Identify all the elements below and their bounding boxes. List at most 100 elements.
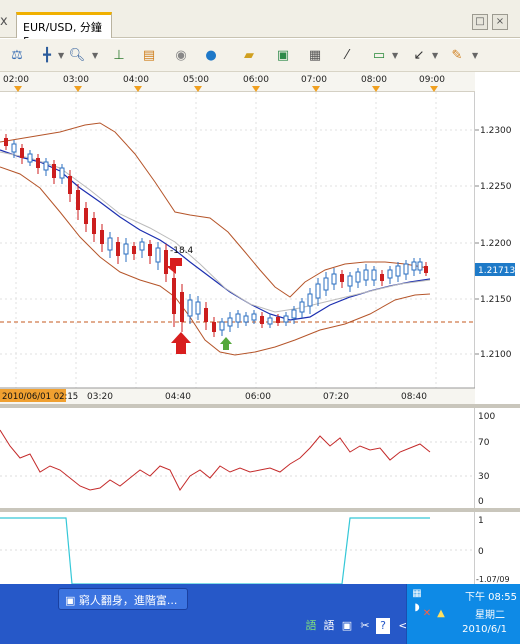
scale-icon[interactable]: ⚖ — [11, 48, 23, 63]
current-price-badge — [475, 263, 515, 276]
volume-icon[interactable]: ◗ — [414, 602, 420, 613]
time-label: 05:00 — [183, 75, 209, 85]
lower-tick-label: -1.07/09 — [476, 575, 510, 584]
line-tool-icon[interactable]: ⁄ — [345, 48, 349, 63]
input-method-icon[interactable]: 語 — [323, 619, 335, 632]
oscillator-tick-label: 70 — [478, 438, 490, 448]
buy-arrow-icon — [220, 337, 232, 350]
session-marker-icon — [194, 86, 202, 92]
chart-tab[interactable]: EUR/USD, 分鐘5 — [16, 12, 112, 48]
start-time-badge — [0, 389, 66, 402]
price-tick-label: 1.2200 — [480, 239, 512, 249]
price-tick-label: 1.2100 — [480, 350, 512, 360]
signal-value-label: -18.4 — [170, 246, 194, 256]
session-marker-icon — [252, 86, 260, 92]
taskbar-window-button[interactable]: ▣ 窮人翻身，進階富... — [58, 588, 188, 610]
oscillator-tick-label: 30 — [478, 472, 490, 482]
trend-icon[interactable]: ↙ — [413, 48, 425, 63]
chevron-down-icon[interactable]: ▼ — [472, 51, 479, 60]
oscillator-tick-label: 0 — [478, 497, 484, 507]
warning-icon[interactable]: ▲ — [437, 608, 445, 619]
chevron-down-icon[interactable]: ▼ — [58, 51, 65, 60]
session-marker-icon — [14, 86, 22, 92]
close-tab-icon[interactable]: x — [0, 14, 8, 29]
help-icon[interactable]: ? — [376, 618, 390, 634]
price-tick-label: 1.2150 — [480, 295, 512, 305]
pen-icon[interactable]: ✎ — [451, 48, 463, 63]
chevron-down-icon[interactable]: ▼ — [92, 51, 99, 60]
current-price-label: 1.21713 — [478, 266, 515, 276]
time-label: 07:00 — [301, 75, 327, 85]
session-marker-icon — [430, 86, 438, 92]
time-label: 06:00 — [245, 392, 271, 402]
bollinger-upper-line — [0, 122, 429, 298]
lower-tick-label: 1 — [478, 516, 484, 526]
taskbar-window-label: 窮人翻身，進階富... — [78, 594, 178, 607]
session-marker-icon — [312, 86, 320, 92]
restore-window-button[interactable]: □ — [472, 14, 488, 30]
time-label: 02:00 — [3, 75, 29, 85]
chevron-down-icon[interactable]: ▼ — [432, 51, 439, 60]
oscillator-panel[interactable]: 100 70 30 0 — [0, 408, 520, 508]
network-icon[interactable]: ▦ — [412, 588, 422, 599]
zoom-icon[interactable]: 🔍︎ — [68, 48, 86, 63]
panel-splitter[interactable] — [0, 508, 520, 512]
session-marker-icon — [134, 86, 142, 92]
oscillator-grid — [0, 441, 475, 477]
print-icon[interactable]: ▦ — [308, 48, 322, 63]
indicator-icon[interactable]: ⊥ — [113, 48, 125, 63]
template-icon[interactable]: ▤ — [142, 48, 156, 63]
tray-expand-icon[interactable]: < — [398, 619, 408, 632]
price-chart[interactable]: -18.4 1.2300 1.2250 1.2200 1.2150 1.2100… — [0, 92, 520, 404]
time-label: 04:40 — [165, 392, 191, 402]
tool-icon[interactable]: ✂ — [360, 619, 370, 632]
system-tray: ▦ ◗ ✕ ▲ 下午 08:55 星期二 2010/6/1 — [406, 584, 520, 644]
panel-splitter[interactable] — [0, 404, 520, 408]
lower-indicator-panel[interactable]: 1 0 -1.07/09 — [0, 512, 520, 584]
chart-grid — [0, 92, 475, 388]
start-time-label: 2010/06/01 02:15 — [2, 392, 78, 402]
time-label: 06:00 — [243, 75, 269, 85]
middle-band-line — [0, 151, 431, 313]
language-icon[interactable]: 語 — [305, 619, 317, 632]
close-window-button[interactable]: × — [492, 14, 508, 30]
chevron-down-icon[interactable]: ▼ — [392, 51, 399, 60]
chart-toolbar: ⚖ ╋ ▼ 🔍︎ ▼ ⊥ ▤ ◉ ● ▰ ▣ ▦ ⁄ ▭ ▼ ↙ ▼ ✎ ▼ — [0, 39, 520, 72]
taskbar: ▣ 窮人翻身，進階富... 語 語 ▣ ✂ ? < ▦ ◗ ✕ ▲ 下午 08:… — [0, 584, 520, 644]
clock-date: 2010/6/1 — [462, 624, 507, 635]
session-marker-icon — [372, 86, 380, 92]
bar-style-icon[interactable]: ▭ — [372, 48, 386, 63]
globe-icon[interactable]: ● — [205, 48, 217, 63]
window-icon: ▣ — [65, 594, 79, 607]
candlestick-series — [4, 134, 428, 337]
time-label: 09:00 — [419, 75, 445, 85]
time-label: 07:20 — [323, 392, 349, 402]
oscillator-tick-label: 100 — [478, 412, 495, 422]
lower-tick-label: 0 — [478, 547, 484, 557]
picture-icon[interactable]: ▣ — [276, 48, 290, 63]
time-label: 03:20 — [87, 392, 113, 402]
eye-icon[interactable]: ◉ — [175, 48, 187, 63]
time-label: 08:40 — [401, 392, 427, 402]
sell-arrow-icon — [166, 258, 182, 274]
tab-bar: x EUR/USD, 分鐘5 □ × — [0, 0, 520, 48]
time-label: 08:00 — [361, 75, 387, 85]
time-label: 04:00 — [123, 75, 149, 85]
keyboard-icon[interactable]: ▣ — [341, 619, 353, 632]
oscillator-line — [0, 429, 431, 491]
sell-signal-arrow-icon — [171, 332, 191, 354]
price-tick-label: 1.2300 — [480, 126, 512, 136]
ruler-icon[interactable]: ▰ — [244, 48, 254, 63]
time-label: 03:00 — [63, 75, 89, 85]
moving-average-line — [0, 149, 431, 321]
clock-time[interactable]: 下午 08:55 — [465, 592, 517, 603]
lower-indicator-line — [0, 517, 430, 584]
clock-weekday: 星期二 — [475, 610, 505, 621]
price-axis-ticks — [475, 129, 479, 355]
security-icon[interactable]: ✕ — [422, 608, 432, 619]
price-tick-label: 1.2250 — [480, 182, 512, 192]
session-marker-icon — [74, 86, 82, 92]
crosshair-icon[interactable]: ╋ — [43, 48, 51, 63]
time-scale-top: 02:00 03:00 04:00 05:00 06:00 07:00 08:0… — [0, 72, 475, 92]
bollinger-lower-line — [0, 166, 431, 356]
